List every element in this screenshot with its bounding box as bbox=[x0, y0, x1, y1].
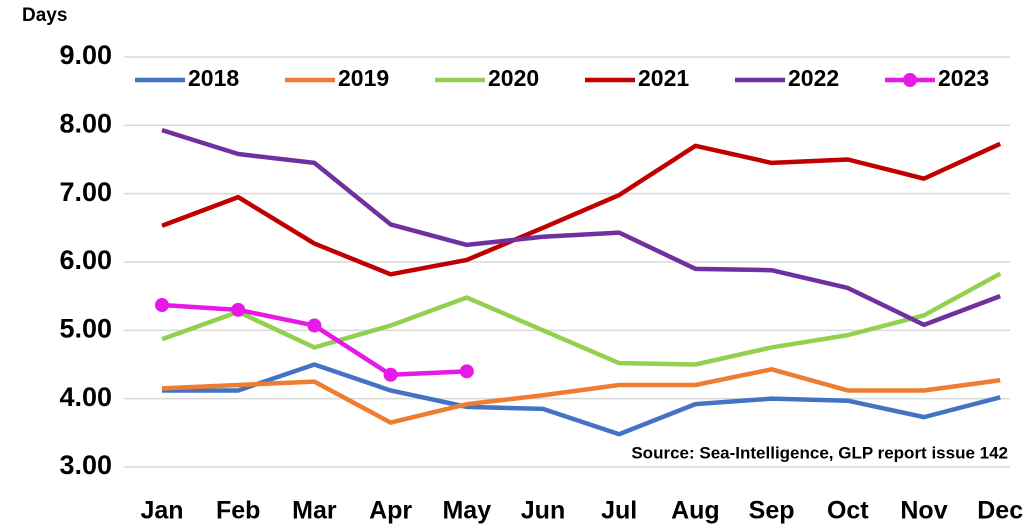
x-tick-label: Aug bbox=[671, 497, 720, 525]
y-tick-label: 8.00 bbox=[59, 108, 112, 138]
legend-label: 2018 bbox=[188, 65, 239, 91]
x-tick-label: Oct bbox=[827, 497, 869, 525]
x-tick-label: Sep bbox=[749, 497, 795, 525]
x-tick-label: Jul bbox=[601, 497, 637, 525]
legend-label: 2020 bbox=[488, 65, 539, 91]
x-tick-label: Jun bbox=[521, 497, 565, 525]
x-tick-label: Dec bbox=[977, 497, 1023, 525]
source-annotation: Source: Sea-Intelligence, GLP report iss… bbox=[631, 443, 1008, 462]
y-tick-label: 3.00 bbox=[59, 450, 112, 480]
y-tick-label: 6.00 bbox=[59, 245, 112, 275]
legend-label: 2023 bbox=[938, 65, 989, 91]
series-marker bbox=[231, 302, 246, 317]
y-axis-label: Days bbox=[22, 5, 67, 26]
y-tick-label: 7.00 bbox=[59, 177, 112, 207]
y-tick-label: 9.00 bbox=[59, 40, 112, 70]
legend-marker bbox=[903, 73, 917, 87]
series-line bbox=[161, 271, 1002, 367]
series-line bbox=[161, 141, 1002, 277]
series-marker bbox=[383, 367, 398, 382]
series-line bbox=[161, 367, 1001, 425]
x-tick-label: Mar bbox=[292, 497, 337, 525]
series-marker bbox=[459, 364, 474, 379]
y-tick-label: 5.00 bbox=[59, 313, 112, 343]
legend-label: 2021 bbox=[638, 65, 689, 91]
x-tick-label: Feb bbox=[216, 497, 260, 525]
x-tick-label: Apr bbox=[369, 497, 412, 525]
legend-label: 2019 bbox=[338, 65, 389, 91]
series-line bbox=[161, 127, 1001, 328]
x-tick-label: Nov bbox=[900, 497, 947, 525]
legend-label: 2022 bbox=[788, 65, 839, 91]
series-line bbox=[162, 362, 1001, 437]
series-marker bbox=[307, 318, 322, 333]
x-tick-label: Jan bbox=[140, 497, 183, 525]
series-marker bbox=[155, 298, 169, 313]
x-tick-label: May bbox=[442, 497, 491, 525]
y-tick-label: 4.00 bbox=[59, 382, 112, 412]
